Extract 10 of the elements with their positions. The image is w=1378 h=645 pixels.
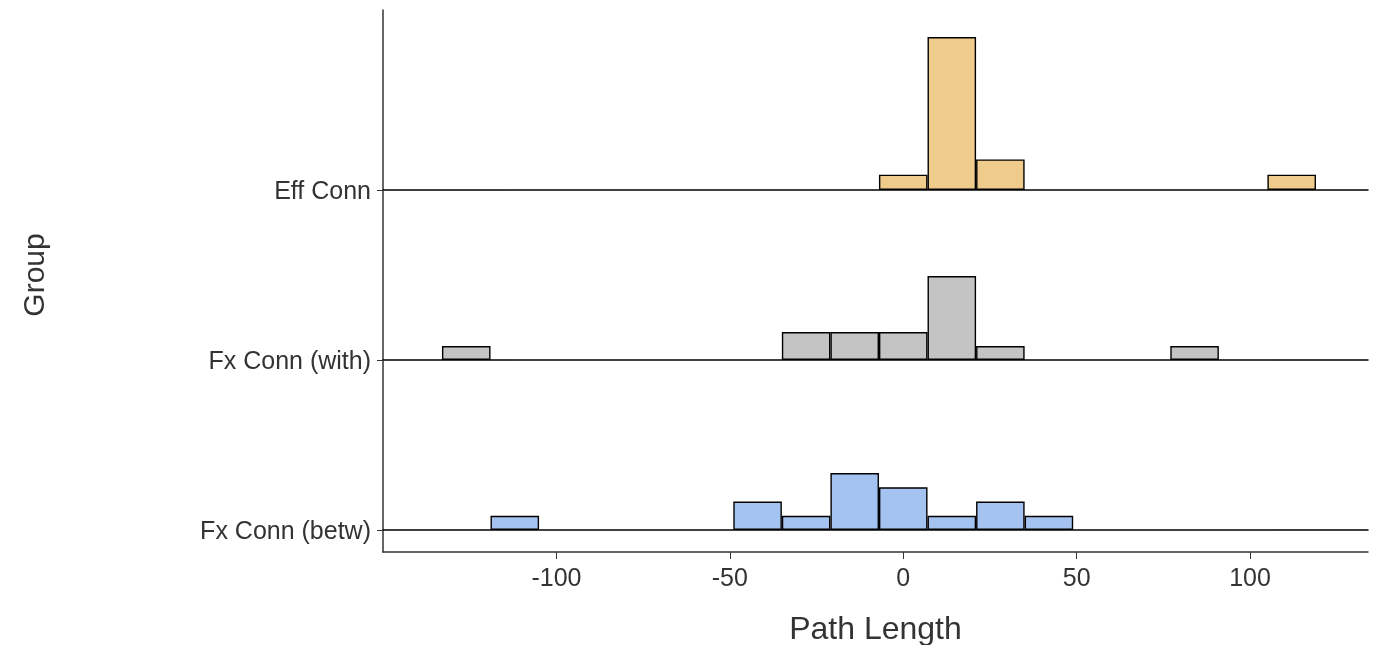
- x-tick-label: -100: [531, 562, 582, 591]
- x-axis-title: Path Length: [789, 610, 962, 645]
- text: Fx Conn (betw): [200, 516, 371, 544]
- x-tick-label: 50: [1062, 562, 1091, 591]
- text: Fx Conn (with): [208, 346, 371, 374]
- x-tick-label: 100: [1229, 562, 1271, 591]
- x-tick-label: -50: [711, 562, 748, 591]
- y-axis-title: Group: [16, 233, 50, 317]
- text: Eff Conn: [274, 176, 371, 204]
- x-tick-label: 0: [896, 562, 911, 591]
